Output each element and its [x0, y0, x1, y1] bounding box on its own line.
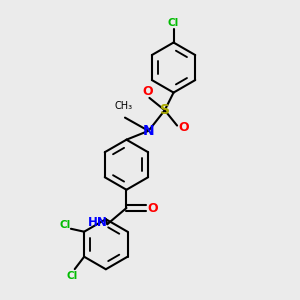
Text: S: S: [160, 103, 170, 117]
Text: CH₃: CH₃: [114, 101, 133, 111]
Text: O: O: [148, 202, 158, 214]
Text: Cl: Cl: [60, 220, 71, 230]
Text: HN: HN: [88, 216, 108, 229]
Text: O: O: [142, 85, 153, 98]
Text: Cl: Cl: [168, 18, 179, 28]
Text: N: N: [143, 124, 154, 138]
Text: O: O: [178, 121, 189, 134]
Text: Cl: Cl: [66, 271, 77, 281]
